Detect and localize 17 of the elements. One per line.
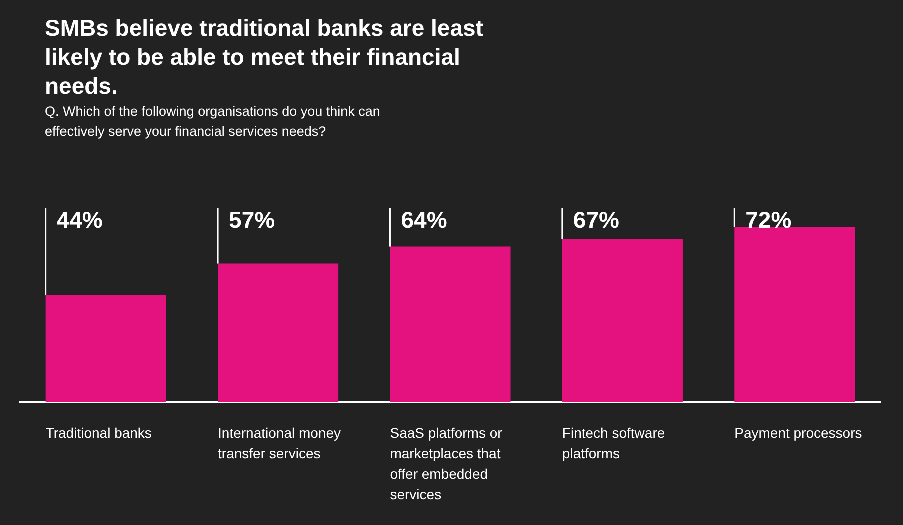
data-label: 72% <box>746 206 792 233</box>
data-label: 44% <box>56 206 103 233</box>
x-tick-label: Payment processors <box>734 424 862 441</box>
data-label: 57% <box>229 206 276 233</box>
x-tick-label: Fintech software platforms <box>562 424 666 462</box>
bar <box>562 240 683 402</box>
data-label: 64% <box>401 206 448 233</box>
chart-title: SMBs believe traditional banks are least likely to be able to meet their financial needs. <box>45 14 484 101</box>
x-tick-label: Traditional banks <box>46 424 152 441</box>
bar <box>734 227 856 402</box>
x-tick-label: International money transfer services <box>218 424 341 462</box>
data-label: 67% <box>573 206 620 233</box>
bar <box>390 246 511 402</box>
bar <box>218 264 339 402</box>
chart-subtitle: Q. Which of the following organisations do you think can effectively serve your financial services needs? <box>45 103 382 141</box>
x-tick-label: SaaS platforms or marketplaces that offer embedded services <box>390 424 503 502</box>
bar <box>46 295 166 402</box>
